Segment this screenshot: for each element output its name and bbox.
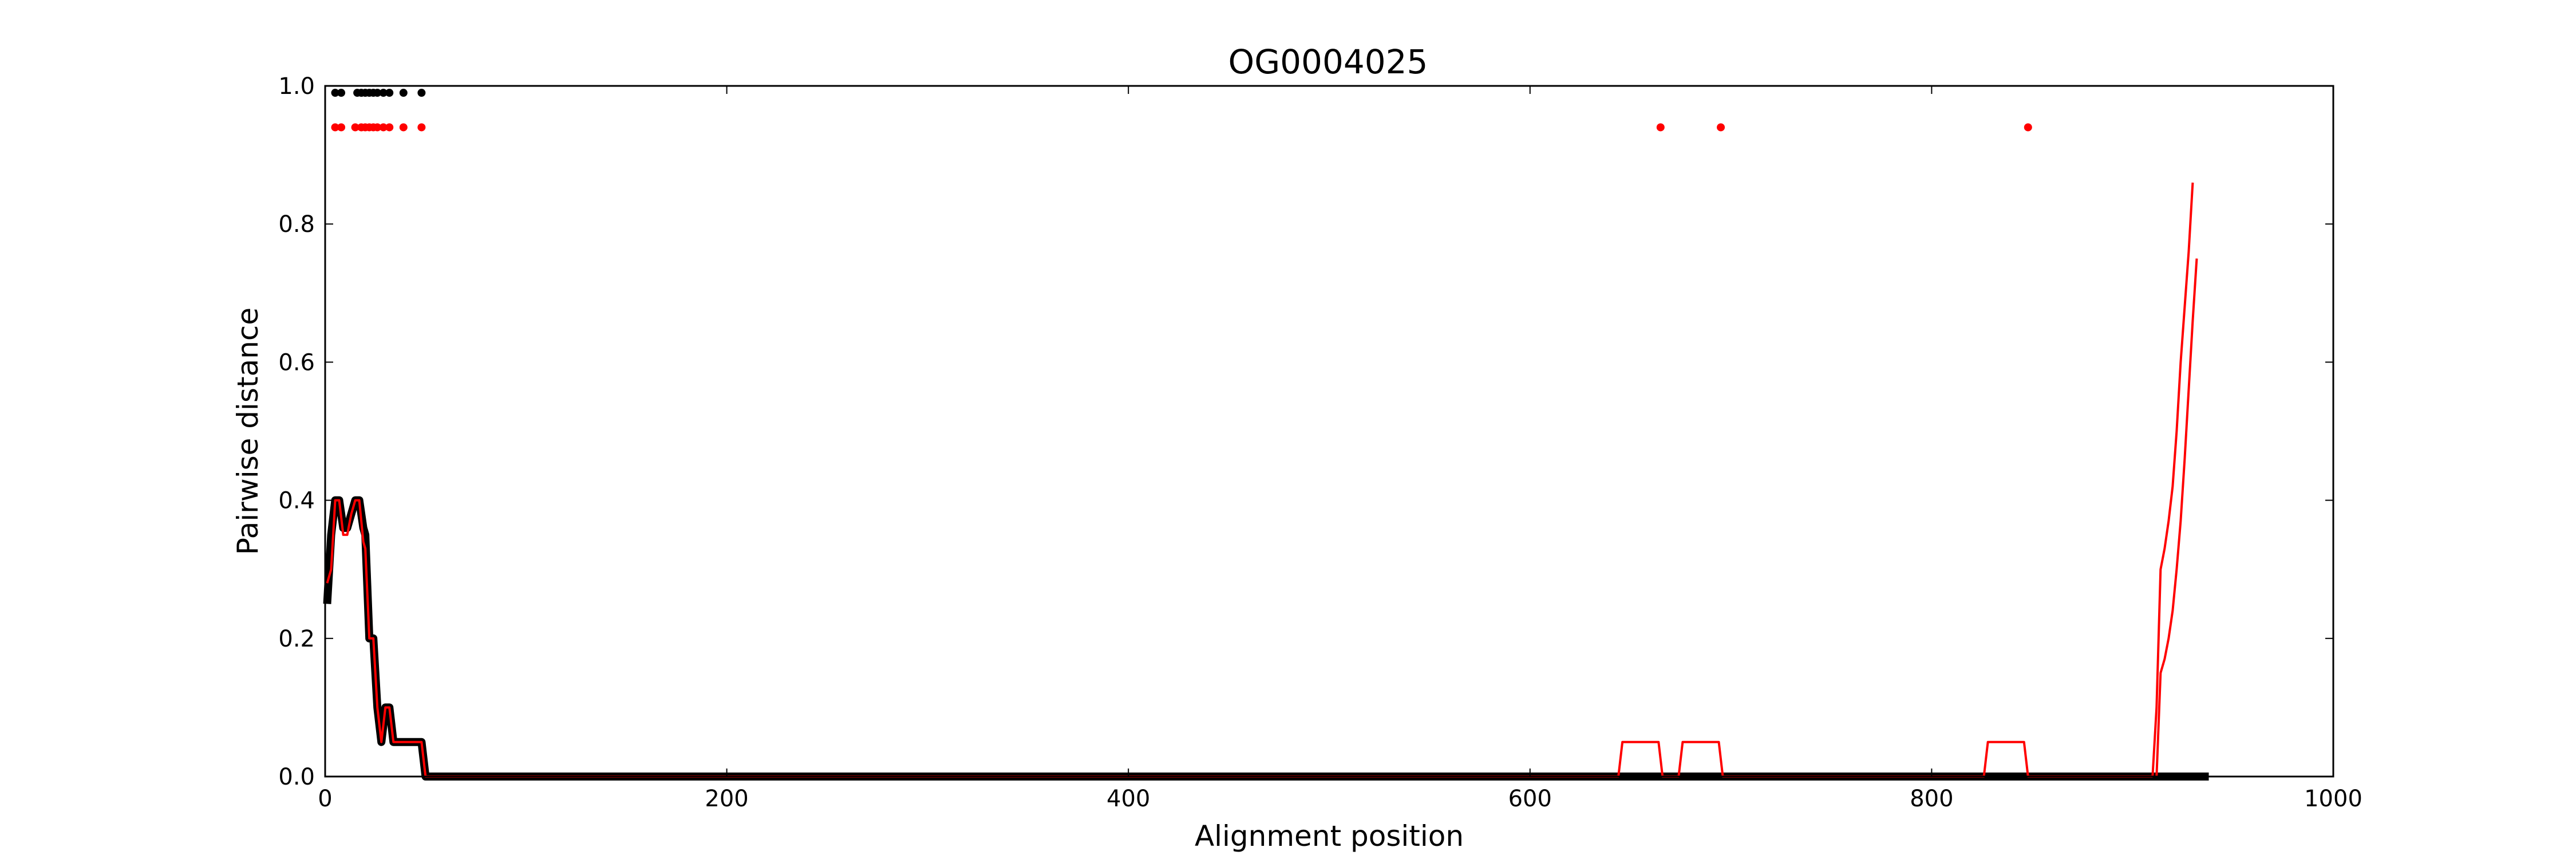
series-4-point-1: [337, 89, 346, 97]
y-tick-label-3: 0.6: [278, 349, 315, 376]
x-tick-label-0: 0: [318, 786, 332, 812]
series-4-point-9: [385, 89, 394, 97]
y-tick-label-0: 0.0: [278, 764, 315, 790]
series-4-point-11: [417, 89, 426, 97]
series-5-point-0: [331, 123, 339, 132]
x-axis-label: Alignment position: [1195, 819, 1464, 853]
series-5-point-10: [399, 123, 408, 132]
x-tick-label-1: 200: [705, 786, 748, 812]
x-tick-label-4: 800: [1910, 786, 1953, 812]
y-axis-label: Pairwise distance: [231, 308, 264, 555]
series-0-line: [323, 496, 2209, 781]
series-4-point-10: [399, 89, 408, 97]
series-4-point-0: [331, 89, 339, 97]
series-5-point-8: [379, 123, 388, 132]
series-5-point-1: [337, 123, 346, 132]
series-3-line: [2155, 258, 2198, 777]
x-tick-label-3: 600: [1508, 786, 1552, 812]
series-1-line: [326, 499, 2153, 778]
series-2-line: [2151, 182, 2194, 777]
x-tick-label-2: 400: [1107, 786, 1150, 812]
series-5-point-2: [351, 123, 359, 132]
series-5-point-11: [417, 123, 426, 132]
y-tick-label-4: 0.8: [278, 211, 315, 238]
series-5-point-13: [1717, 123, 1725, 132]
series-5-point-12: [1656, 123, 1665, 132]
series-4-point-8: [379, 89, 388, 97]
plot-area: [323, 89, 2209, 781]
y-tick-label-1: 0.2: [278, 626, 315, 652]
series-4-point-7: [373, 89, 382, 97]
x-tick-label-5: 1000: [2304, 786, 2362, 812]
y-tick-label-2: 0.4: [278, 488, 315, 514]
y-tick-label-5: 1.0: [278, 73, 315, 100]
series-5-point-7: [373, 123, 382, 132]
series-5-point-14: [2024, 123, 2032, 132]
series-5-point-9: [385, 123, 394, 132]
axis-ticks: 0 200 400 600 800 1000 0.0 0.2 0.4 0.6 0.8 1.0: [278, 73, 2362, 812]
chart-title: OG0004025: [1228, 42, 1428, 81]
plot-frame: [324, 85, 2334, 778]
